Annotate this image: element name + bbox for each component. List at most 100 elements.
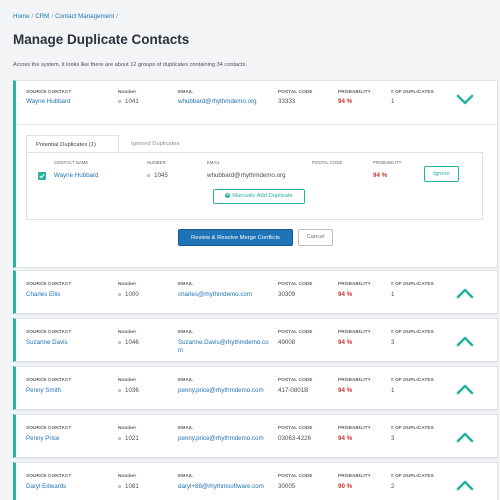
divider (16, 124, 497, 125)
source-contact-name[interactable]: Suzanne Davis (26, 339, 68, 346)
duplicate-name[interactable]: Wayne Hubbard (54, 172, 99, 179)
duplicates-label: # OF DUPLICATES (391, 89, 434, 94)
duplicates-label: # OF DUPLICATES (391, 281, 434, 286)
duplicates-label: # OF DUPLICATES (391, 329, 434, 334)
probability-label: PROBABILITY (338, 281, 371, 286)
source-contact-name[interactable]: Daryl Edwards (26, 483, 67, 490)
postal-code-label: POSTAL CODE (278, 89, 313, 94)
probability-value: 94 % (338, 291, 353, 298)
number-icon (118, 436, 121, 440)
number-label: Number (118, 329, 137, 334)
number-label: Number (118, 473, 137, 478)
duplicates-count: 3 (391, 435, 395, 442)
breadcrumb-contact-management[interactable]: Contact Management (55, 13, 115, 20)
source-contact-name[interactable]: Penny Smith (26, 387, 62, 394)
duplicates-count: 1 (391, 291, 395, 298)
duplicates-label: # OF DUPLICATES (391, 377, 434, 382)
postal-label-small: POSTAL CODE (312, 160, 343, 165)
check-icon (39, 173, 45, 179)
breadcrumb-separator: / (116, 13, 118, 20)
number-icon (118, 99, 121, 103)
probability-value: 94 % (338, 387, 353, 394)
probability-label: PROBABILITY (338, 473, 371, 478)
number-icon (118, 484, 121, 488)
duplicate-group-card: SOURCE CONTACT Daryl Edwards Number 1081… (13, 462, 498, 500)
number-label: Number (118, 89, 137, 94)
number-label: Number (118, 281, 137, 286)
email-label: EMAIL (178, 425, 194, 430)
duplicates-count: 1 (391, 387, 395, 394)
postal-code-label: POSTAL CODE (278, 473, 313, 478)
duplicate-group-card: SOURCE CONTACT Suzanne Davis Number 1046… (13, 318, 498, 362)
breadcrumb: Home / CRM / Contact Management / (13, 13, 120, 20)
manually-add-duplicate-button[interactable]: + Manually Add Duplicate (213, 189, 305, 204)
email-label: EMAIL (178, 281, 194, 286)
duplicates-count: 3 (391, 339, 395, 346)
review-resolve-button[interactable]: Review & Resolve Merge Conflicts (178, 229, 293, 246)
source-contact-label: SOURCE CONTACT (26, 473, 72, 478)
intro-text: Across the system, it looks like there a… (13, 62, 247, 68)
duplicate-group-card: SOURCE CONTACT Penny Price Number 1021 E… (13, 414, 498, 458)
duplicates-label: # OF DUPLICATES (391, 473, 434, 478)
contact-email[interactable]: whubbard@rhythmdemo.org (178, 98, 257, 105)
duplicate-group-expanded: SOURCE CONTACT Wayne Hubbard Number 1041… (13, 80, 498, 268)
duplicate-group-card: SOURCE CONTACT Penny Smith Number 1036 E… (13, 366, 498, 410)
duplicate-checkbox[interactable] (38, 172, 46, 180)
contact-number: 1021 (118, 435, 139, 442)
number-label: Number (118, 377, 137, 382)
chevron-up-icon[interactable] (456, 287, 474, 299)
postal-code: 03063-4226 (278, 435, 312, 442)
number-icon (118, 340, 121, 344)
number-label-small: NUMBER (147, 160, 166, 165)
source-contact-label: SOURCE CONTACT (26, 377, 72, 382)
source-contact-name[interactable]: Wayne Hubbard (26, 98, 71, 105)
ignore-button[interactable]: Ignore (424, 166, 459, 182)
postal-code-label: POSTAL CODE (278, 377, 313, 382)
contact-email[interactable]: penny.price@rhythmdemo.com (178, 435, 264, 442)
page-title: Manage Duplicate Contacts (13, 32, 190, 47)
source-contact-label: SOURCE CONTACT (26, 329, 72, 334)
probability-label: PROBABILITY (338, 425, 371, 430)
probability-value: 94 % (338, 339, 353, 346)
chevron-up-icon[interactable] (456, 335, 474, 347)
duplicate-panel: CONTACT NAME NUMBER EMAIL POSTAL CODE PR… (26, 152, 483, 220)
postal-code: 30005 (278, 483, 296, 490)
contact-number: 1046 (118, 339, 139, 346)
source-contact-label: SOURCE CONTACT (26, 89, 72, 94)
chevron-down-icon[interactable] (456, 94, 474, 106)
contact-email[interactable]: penny.price@rhythmdemo.com (178, 387, 264, 394)
chevron-up-icon[interactable] (456, 479, 474, 491)
number-label: Number (118, 425, 137, 430)
cancel-button[interactable]: Cancel (298, 229, 333, 246)
tab-ignored-duplicates[interactable]: Ignored Duplicates (131, 141, 180, 147)
chevron-up-icon[interactable] (456, 431, 474, 443)
probability-value: 94 % (338, 435, 353, 442)
duplicate-number: 1045 (147, 172, 168, 179)
contact-name-label: CONTACT NAME (54, 160, 89, 165)
contact-number: 1000 (118, 291, 139, 298)
probability-label: PROBABILITY (338, 89, 371, 94)
postal-code: 417-0801B (278, 387, 309, 394)
contact-email[interactable]: daryl+88@rhythmsoftware.com (178, 483, 264, 490)
probability-label: PROBABILITY (338, 377, 371, 382)
breadcrumb-crm[interactable]: CRM (35, 13, 50, 20)
contact-email-text: m (178, 347, 184, 354)
tab-potential-duplicates[interactable]: Potential Duplicates (1) (26, 135, 119, 153)
duplicates-count: 2 (391, 483, 395, 490)
duplicate-probability: 94 % (373, 172, 388, 179)
contact-email-text: Suzanne.Davis@rhythmdemo.co (178, 339, 269, 346)
email-label-small: EMAIL (207, 160, 221, 165)
contact-number: 1081 (118, 483, 139, 490)
contact-number: 1041 (118, 98, 139, 105)
breadcrumb-home[interactable]: Home (13, 13, 30, 20)
contact-email[interactable]: charles@rhythmdemo.com (178, 291, 253, 298)
source-contact-label: SOURCE CONTACT (26, 425, 72, 430)
postal-code-label: POSTAL CODE (278, 329, 313, 334)
chevron-up-icon[interactable] (456, 383, 474, 395)
contact-email[interactable]: Suzanne.Davis@rhythmdemo.co m (178, 339, 269, 355)
source-contact-name[interactable]: Penny Price (26, 435, 60, 442)
probability-value: 94 % (338, 98, 353, 105)
probability-value: 90 % (338, 483, 353, 490)
number-icon (118, 388, 121, 392)
source-contact-name[interactable]: Charles Ellis (26, 291, 61, 298)
